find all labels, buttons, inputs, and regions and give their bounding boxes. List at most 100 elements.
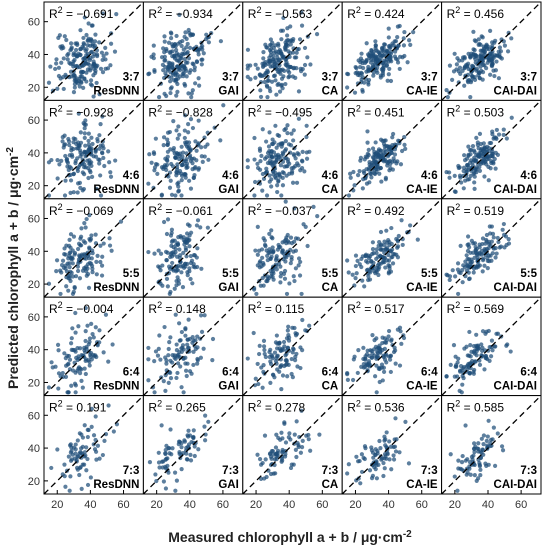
data-point xyxy=(294,419,299,424)
data-point xyxy=(183,159,188,164)
data-point xyxy=(365,348,370,353)
data-point xyxy=(393,361,398,366)
data-point xyxy=(74,79,79,84)
data-point xyxy=(70,261,75,266)
data-point xyxy=(370,146,376,151)
data-point xyxy=(455,261,461,266)
data-point xyxy=(448,452,453,457)
r2-superscript: 2 xyxy=(157,202,162,212)
model-label: GAI xyxy=(218,479,238,491)
data-point xyxy=(486,418,491,423)
data-point xyxy=(77,180,83,185)
data-point xyxy=(359,256,364,262)
data-point xyxy=(269,177,274,182)
data-point xyxy=(264,166,269,171)
data-point xyxy=(471,350,476,355)
data-point xyxy=(482,367,487,372)
data-point xyxy=(159,423,164,428)
data-point xyxy=(346,193,352,198)
data-point xyxy=(84,468,89,473)
data-point xyxy=(458,243,463,248)
data-point xyxy=(161,46,166,51)
data-point xyxy=(168,178,173,183)
data-point xyxy=(476,42,481,47)
data-point xyxy=(290,346,296,351)
data-point xyxy=(68,48,73,53)
data-point xyxy=(184,74,189,79)
data-point xyxy=(282,420,287,425)
data-point xyxy=(477,251,483,256)
data-point xyxy=(171,146,176,151)
data-point xyxy=(190,335,195,340)
data-point xyxy=(361,177,366,182)
data-point xyxy=(81,35,86,41)
data-point xyxy=(182,56,187,62)
data-point xyxy=(387,240,392,245)
data-point xyxy=(273,61,278,66)
data-point xyxy=(408,42,413,47)
x-tick-label: 20 xyxy=(449,499,461,511)
data-point xyxy=(203,413,208,418)
data-point xyxy=(262,156,268,161)
data-point xyxy=(477,460,482,466)
data-point xyxy=(386,35,391,40)
data-point xyxy=(305,55,310,60)
data-point xyxy=(286,324,291,329)
data-point xyxy=(93,65,98,70)
data-point xyxy=(287,74,292,79)
data-point xyxy=(85,434,90,440)
data-point xyxy=(485,60,490,65)
data-point xyxy=(271,372,276,378)
data-point xyxy=(498,244,504,249)
split-ratio-label: 3:7 xyxy=(421,71,438,83)
data-point xyxy=(383,265,388,270)
data-point xyxy=(95,443,101,448)
data-point xyxy=(484,232,490,238)
data-point xyxy=(191,253,197,258)
data-point xyxy=(465,353,470,358)
data-point xyxy=(386,354,392,359)
data-point xyxy=(289,166,294,171)
data-point xyxy=(175,136,180,141)
data-point xyxy=(386,328,392,334)
data-point xyxy=(378,446,383,451)
one-to-one-line xyxy=(142,395,244,495)
data-point xyxy=(274,145,279,150)
data-point xyxy=(179,467,184,472)
data-point xyxy=(83,122,88,127)
model-label: GAI xyxy=(218,282,238,294)
data-point xyxy=(401,43,407,48)
split-ratio-label: 3:7 xyxy=(520,71,537,83)
data-point xyxy=(253,62,258,67)
data-point xyxy=(302,169,307,174)
data-point xyxy=(370,246,376,252)
data-point xyxy=(279,454,285,459)
data-point xyxy=(274,267,279,272)
data-point xyxy=(82,366,87,371)
data-point xyxy=(488,28,493,33)
data-point xyxy=(70,274,76,279)
data-point xyxy=(179,193,184,198)
data-point xyxy=(184,144,190,149)
data-point xyxy=(389,225,394,231)
data-point xyxy=(487,345,492,350)
data-point xyxy=(269,154,274,159)
data-point xyxy=(387,357,393,362)
data-point xyxy=(264,193,270,198)
data-point xyxy=(163,486,169,491)
data-point xyxy=(66,454,71,459)
data-point xyxy=(496,49,501,54)
data-point xyxy=(294,180,300,185)
data-point xyxy=(109,41,114,46)
data-point xyxy=(360,278,365,283)
data-point xyxy=(357,169,362,174)
data-point xyxy=(71,72,77,78)
r2-label: R2 = 0.424 xyxy=(347,5,405,21)
data-point xyxy=(299,445,305,450)
data-point xyxy=(89,321,94,326)
data-point xyxy=(185,433,190,438)
data-point xyxy=(110,342,115,347)
data-point xyxy=(183,140,188,145)
